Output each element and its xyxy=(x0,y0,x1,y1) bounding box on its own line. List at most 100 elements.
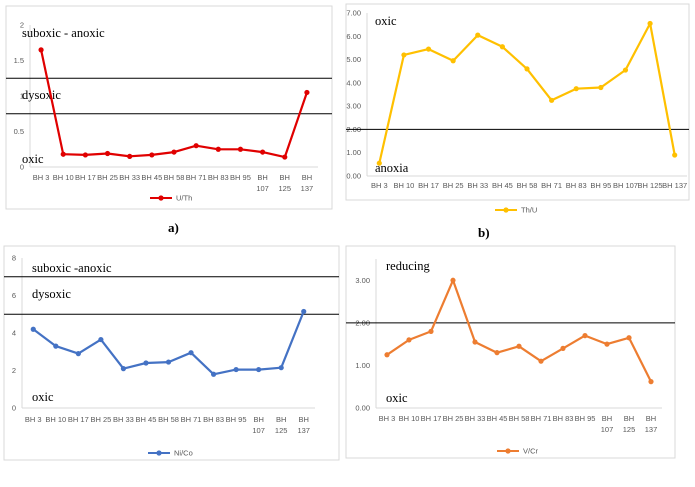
panel-label: a) xyxy=(168,220,179,235)
x-tick-label: BH 10 xyxy=(53,173,74,182)
panel-label: b) xyxy=(478,225,490,240)
data-point xyxy=(425,46,432,52)
x-tick-label: 137 xyxy=(297,426,310,435)
data-point xyxy=(450,58,456,64)
data-point xyxy=(143,360,149,366)
x-tick-label: BH 17 xyxy=(75,173,96,182)
x-tick-label: 125 xyxy=(279,184,292,193)
zone-label: oxic xyxy=(375,14,397,28)
x-tick-label: BH 58 xyxy=(517,181,538,190)
data-point xyxy=(215,146,221,152)
y-tick-label: 0.00 xyxy=(355,404,370,413)
zone-label: oxic xyxy=(32,390,54,404)
x-tick-label: 107 xyxy=(252,426,265,435)
data-point xyxy=(401,52,407,58)
data-point xyxy=(210,371,217,377)
legend: Ni/Co xyxy=(148,449,193,458)
x-tick-label: 107 xyxy=(601,425,614,434)
x-tick-label: BH xyxy=(602,414,612,423)
x-tick-label: BH 3 xyxy=(379,414,396,423)
legend-label: Ni/Co xyxy=(174,449,193,458)
x-tick-label: BH xyxy=(257,173,267,182)
zone-label: suboxic - anoxic xyxy=(22,26,105,40)
data-point xyxy=(622,67,629,73)
x-tick-label: BH 10 xyxy=(393,181,414,190)
x-tick-label: BH 45 xyxy=(487,414,508,423)
data-point xyxy=(237,146,244,152)
data-point xyxy=(188,350,194,356)
y-tick-label: 0 xyxy=(12,404,16,413)
x-tick-label: BH 45 xyxy=(492,181,513,190)
y-tick-label: 3.00 xyxy=(346,102,361,111)
x-tick-label: BH xyxy=(280,173,290,182)
x-tick-label: 125 xyxy=(275,426,288,435)
data-point xyxy=(278,365,284,371)
data-point xyxy=(60,151,66,157)
x-tick-label: BH 58 xyxy=(509,414,530,423)
data-point xyxy=(233,366,239,373)
x-tick-label: BH 137 xyxy=(662,181,687,190)
x-tick-label: BH 17 xyxy=(68,415,89,424)
x-tick-label: BH 58 xyxy=(158,415,179,424)
x-tick-label: BH xyxy=(646,414,656,423)
data-point xyxy=(524,66,530,72)
chart-frame xyxy=(345,3,690,201)
data-point xyxy=(30,326,36,332)
x-tick-label: 137 xyxy=(645,425,658,434)
x-tick-label: BH 10 xyxy=(45,415,66,424)
legend-marker xyxy=(156,450,162,456)
x-tick-label: BH 95 xyxy=(590,181,611,190)
x-tick-label: 137 xyxy=(301,184,314,193)
zone-label: reducing xyxy=(386,259,430,273)
y-tick-label: 6 xyxy=(12,291,16,300)
x-tick-label: BH xyxy=(299,415,309,424)
x-tick-label: BH 83 xyxy=(208,173,229,182)
y-tick-label: 6.00 xyxy=(346,32,361,41)
x-tick-label: BH 71 xyxy=(181,415,202,424)
data-point xyxy=(538,358,544,364)
zone-label: oxic xyxy=(386,391,408,405)
data-point xyxy=(648,379,654,385)
x-tick-label: BH 125 xyxy=(638,181,663,190)
y-tick-label: 0.5 xyxy=(14,127,24,136)
data-point xyxy=(127,153,133,159)
chart-frame xyxy=(3,245,340,461)
x-tick-label: BH 33 xyxy=(113,415,134,424)
data-point xyxy=(260,149,266,155)
x-tick-label: BH 10 xyxy=(399,414,420,423)
x-tick-label: BH xyxy=(276,415,286,424)
y-tick-label: 1.00 xyxy=(346,148,361,157)
data-point xyxy=(301,308,307,315)
y-tick-label: 1 xyxy=(20,92,24,101)
data-point xyxy=(428,328,434,334)
y-tick-label: 8 xyxy=(12,254,16,263)
y-tick-label: 4 xyxy=(12,329,16,338)
data-point xyxy=(549,97,555,103)
data-point xyxy=(647,20,653,27)
x-tick-label: BH 58 xyxy=(164,173,185,182)
legend-label: U/Th xyxy=(176,194,192,203)
x-tick-label: BH 17 xyxy=(418,181,439,190)
y-tick-label: 2 xyxy=(12,366,16,375)
legend-marker xyxy=(505,448,511,454)
legend: V/Cr xyxy=(497,447,539,456)
legend: U/Th xyxy=(150,194,192,203)
x-tick-label: BH 33 xyxy=(119,173,140,182)
chart-frame xyxy=(5,5,333,210)
data-point xyxy=(516,343,522,349)
y-tick-label: 2 xyxy=(20,21,24,30)
x-tick-label: BH 71 xyxy=(186,173,207,182)
zone-label: anoxia xyxy=(375,161,409,175)
y-tick-label: 0 xyxy=(20,163,24,172)
y-tick-label: 1.5 xyxy=(14,56,24,65)
data-point xyxy=(626,335,632,341)
x-tick-label: BH 25 xyxy=(443,181,464,190)
data-point xyxy=(120,366,127,372)
y-tick-label: 1.00 xyxy=(355,361,370,370)
y-tick-label: 5.00 xyxy=(346,55,361,64)
